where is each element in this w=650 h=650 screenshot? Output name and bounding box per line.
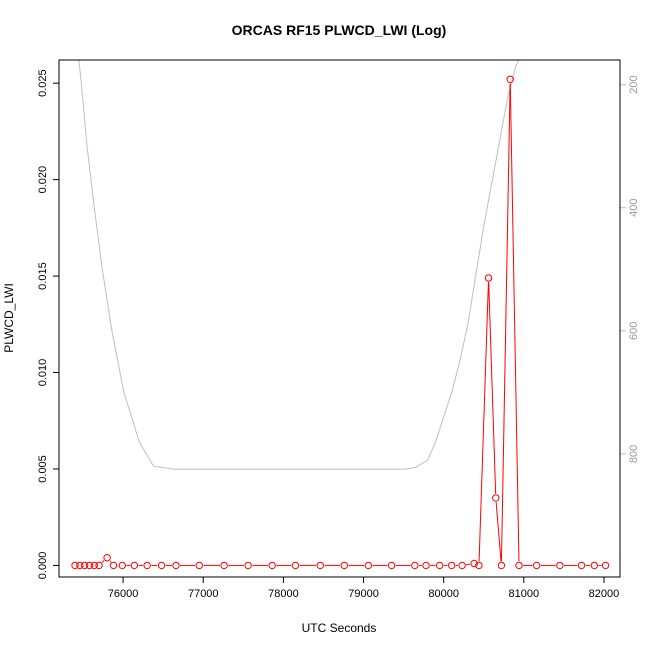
x-axis-label: UTC Seconds <box>302 621 377 635</box>
y-tick-label: 0.015 <box>37 262 49 290</box>
x-tick-label: 80000 <box>428 588 459 600</box>
data-point <box>90 561 98 570</box>
series-line-segment <box>500 83 511 562</box>
y-tick-label: 0.005 <box>37 455 49 483</box>
x-tick-label: 77000 <box>188 588 219 600</box>
data-point <box>556 561 564 570</box>
y-tick-label: 0.020 <box>37 166 49 194</box>
data-point <box>195 561 203 570</box>
series-line-segment <box>478 282 489 562</box>
chart-title: ORCAS RF15 PLWCD_LWI (Log) <box>232 22 447 38</box>
axes: 76000 77000 78000 79000 80000 81000 82000 0.000… <box>37 69 640 600</box>
data-point <box>470 559 478 568</box>
data-point <box>601 561 610 570</box>
x-tick-label: 82000 <box>589 588 620 600</box>
series-line-segment <box>109 560 112 563</box>
x-tick-label: 76000 <box>108 588 139 600</box>
data-point <box>143 561 151 570</box>
x-tick-label: 79000 <box>348 588 379 600</box>
data-point <box>435 561 444 570</box>
data-point <box>157 561 166 570</box>
series-line-segment <box>466 563 471 566</box>
data-point <box>80 561 89 570</box>
y-axis-label: PLWCD_LWI <box>2 283 16 353</box>
x-tick-label: 81000 <box>509 588 540 600</box>
data-point <box>497 561 506 570</box>
data-point <box>172 561 180 570</box>
data-point <box>118 561 127 570</box>
series-line-segment <box>495 502 502 562</box>
series-line-segment <box>101 560 105 563</box>
series-line-segment <box>488 282 497 494</box>
data-point <box>506 75 514 83</box>
data-point <box>316 561 324 570</box>
data-point <box>340 561 349 570</box>
data-point <box>492 494 500 502</box>
series-line-segment <box>509 83 520 562</box>
data-point <box>515 561 523 570</box>
data-point <box>95 561 103 570</box>
altitude-layer <box>78 60 520 470</box>
y-tick-label: 0.000 <box>37 552 49 580</box>
y2-tick-label: 800 <box>628 445 640 463</box>
data-point <box>244 561 252 570</box>
data-point <box>103 554 111 562</box>
data-point <box>364 561 373 570</box>
data-point <box>590 561 599 570</box>
data-point <box>411 561 419 570</box>
y-tick-label: 0.025 <box>37 69 49 97</box>
series-layer <box>71 75 610 570</box>
data-point <box>458 561 466 570</box>
data-point <box>268 561 276 570</box>
x-tick-label: 78000 <box>268 588 299 600</box>
altitude-line <box>78 60 520 470</box>
data-point <box>448 561 456 570</box>
data-point <box>109 561 118 570</box>
y-tick-label: 0.010 <box>37 359 49 387</box>
y2-tick-label: 400 <box>628 199 640 217</box>
y2-tick-label: 600 <box>628 322 640 340</box>
data-point <box>532 561 541 570</box>
data-point <box>484 274 493 282</box>
data-point <box>475 561 483 570</box>
y2-tick-label: 200 <box>628 75 640 93</box>
data-point <box>422 561 430 570</box>
data-point <box>130 561 139 570</box>
plot-frame <box>58 59 621 578</box>
data-point <box>220 561 228 570</box>
data-point <box>76 561 84 570</box>
data-point <box>85 561 94 570</box>
data-point <box>577 561 586 570</box>
data-point <box>291 561 300 570</box>
data-point <box>387 561 396 570</box>
data-point <box>71 561 79 570</box>
